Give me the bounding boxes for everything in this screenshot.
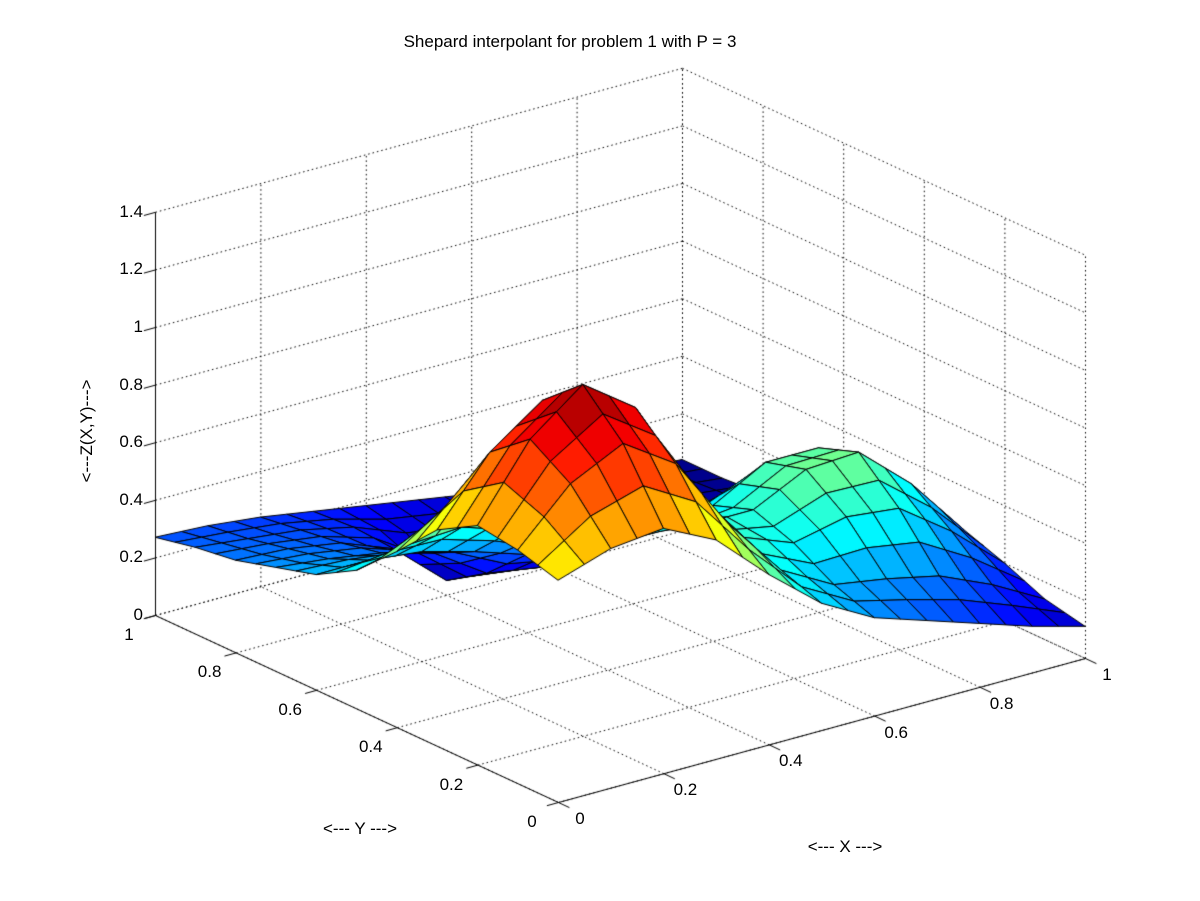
x-axis-tick-label: 1	[1102, 665, 1112, 684]
chart-title: Shepard interpolant for problem 1 with P…	[403, 32, 737, 51]
x-axis-tick-label: 0.6	[884, 722, 909, 742]
z-axis-tick-label: 0.2	[119, 547, 143, 567]
x-axis-tick-label: 0.4	[778, 751, 803, 771]
x-axis-tick-label: 0.2	[673, 780, 698, 800]
x-axis-label: <--- X --->	[807, 837, 883, 856]
z-axis-tick-label: 1	[133, 317, 143, 336]
x-axis-tick-label: 0.8	[989, 693, 1014, 713]
x-axis-tick-label: 0	[575, 809, 585, 828]
z-axis-tick-label: 0.6	[119, 432, 143, 452]
z-axis-tick-label: 0	[133, 605, 143, 624]
y-axis-tick-label: 1	[124, 625, 134, 644]
y-axis-tick-label: 0.8	[197, 662, 222, 682]
z-axis-tick-label: 1.2	[119, 259, 143, 279]
y-axis-label: <--- Y --->	[323, 819, 397, 838]
z-axis-tick-label: 1.4	[119, 201, 143, 221]
y-axis-tick-label: 0.4	[358, 737, 383, 757]
y-axis-tick-label: 0	[527, 812, 537, 831]
y-axis-tick-label: 0.6	[278, 699, 303, 719]
y-axis-tick-label: 0.2	[439, 774, 464, 794]
z-axis-tick-label: 0.4	[119, 489, 143, 509]
z-axis-tick-label: 0.8	[119, 374, 143, 394]
